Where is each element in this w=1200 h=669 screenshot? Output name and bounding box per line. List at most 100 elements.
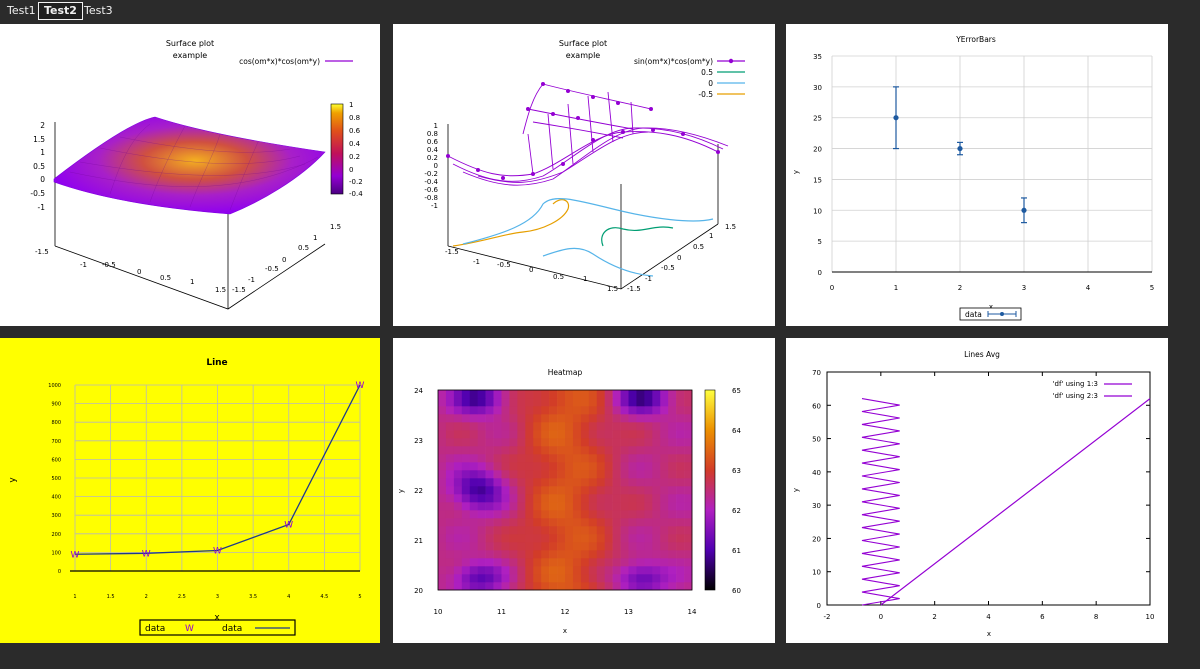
- heatmap-cell: [453, 494, 463, 503]
- heatmap-cell: [588, 406, 598, 415]
- y-tick: 1: [313, 234, 317, 242]
- heatmap-cell: [676, 510, 685, 519]
- heatmap-cell: [501, 454, 510, 463]
- heatmap-cell: [684, 574, 693, 583]
- heatmap-cell: [565, 470, 574, 479]
- x-tick: 1.5: [607, 285, 618, 293]
- heatmap-cell: [636, 542, 645, 551]
- heatmap-cell: [485, 462, 494, 471]
- heatmap-cell: [628, 486, 637, 495]
- heatmap-cell: [620, 398, 629, 407]
- heatmap-cell: [580, 510, 590, 519]
- heatmap-cell: [469, 526, 478, 535]
- heatmap-cell: [588, 422, 598, 431]
- heatmap-cell: [525, 422, 534, 431]
- heatmap-cell: [469, 518, 478, 527]
- heatmap-cell: [588, 582, 598, 591]
- tab-test3[interactable]: Test3: [84, 4, 113, 17]
- heatmap-cell: [580, 534, 590, 543]
- heatmap-cell: [438, 406, 447, 415]
- heatmap-cell: [501, 478, 510, 487]
- colorbar-ticks: 1 0.8 0.6 0.4 0.2 0 -0.2 -0.4: [349, 101, 363, 198]
- heatmap-cell: [620, 574, 629, 583]
- heatmap-cell: [684, 542, 693, 551]
- heatmap-cell: [572, 398, 582, 407]
- x-ticks: 0 1 2 3 4 5: [830, 284, 1154, 292]
- heatmap-cell: [612, 566, 621, 575]
- y-tick-label: 0: [58, 569, 61, 575]
- heatmap-cell: [652, 550, 661, 559]
- heatmap-cell: [612, 558, 621, 567]
- heatmap-cell: [549, 486, 558, 495]
- heatmap-cell: [517, 574, 526, 583]
- heatmap-cell: [668, 454, 677, 463]
- heatmap-cell: [493, 398, 502, 407]
- heatmap-cell: [509, 574, 518, 583]
- heatmap-cell: [533, 542, 542, 551]
- heatmap-cell: [565, 422, 574, 431]
- heatmap-cell: [676, 550, 685, 559]
- heatmap-cell: [565, 526, 574, 535]
- y-tick: -1: [645, 275, 652, 283]
- heatmap-cell: [565, 430, 574, 439]
- heatmap-cell: [445, 462, 455, 471]
- heatmap-cell: [438, 462, 447, 471]
- heatmap-cell: [557, 526, 566, 535]
- tab-test1[interactable]: Test1: [7, 4, 36, 17]
- chart-title: Lines Avg: [964, 350, 1000, 359]
- heatmap-cell: [501, 502, 510, 511]
- x-tick-label: 6: [1040, 613, 1045, 621]
- heatmap-cell: [588, 558, 598, 567]
- y-ticks: 0 5 10 15 20 25 30 35: [813, 53, 822, 277]
- heatmap-cell: [477, 446, 486, 455]
- heatmap-cell: [572, 558, 582, 567]
- y-ticks: 20 21 22 23 24: [414, 387, 423, 595]
- legend-marker: [1000, 312, 1004, 316]
- heatmap-cell: [549, 398, 558, 407]
- heatmap-cell: [493, 534, 502, 543]
- heatmap-cell: [549, 462, 558, 471]
- data-marker: W: [356, 381, 365, 391]
- heatmap-cell: [565, 478, 574, 487]
- heatmap-cell: [517, 390, 526, 399]
- heatmap-cell: [525, 574, 534, 583]
- heatmap-cell: [636, 494, 645, 503]
- heatmap-cell: [549, 582, 558, 591]
- heatmap-cell: [604, 574, 613, 583]
- heatmap-cell: [565, 486, 574, 495]
- heatmap-cell: [684, 438, 693, 447]
- heatmap-cell: [525, 390, 534, 399]
- surface-wireframe: [447, 83, 729, 186]
- heatmap-cell: [493, 414, 502, 423]
- heatmap-cell: [644, 422, 653, 431]
- heatmap-cell: [620, 550, 629, 559]
- heatmap-cell: [549, 414, 558, 423]
- heatmap-cell: [557, 574, 566, 583]
- heatmap-cell: [596, 510, 605, 519]
- heatmap-cell: [604, 462, 613, 471]
- heatmap-cell: [438, 398, 447, 407]
- heatmap-cell: [549, 550, 558, 559]
- heatmap-cell: [644, 582, 653, 591]
- heatmap-cell: [493, 470, 502, 479]
- base-axes: [54, 243, 326, 310]
- heatmap-cell: [485, 558, 494, 567]
- heatmap-cell: [580, 462, 590, 471]
- heatmap-cell: [580, 526, 590, 535]
- heatmap-cell: [477, 454, 486, 463]
- heatmap-cell: [668, 526, 677, 535]
- heatmap-cell: [557, 566, 566, 575]
- heatmap-cell: [453, 582, 463, 591]
- heatmap-cell: [509, 534, 518, 543]
- grid: [831, 55, 1153, 273]
- heatmap-cell: [668, 518, 677, 527]
- y-tick-label: 500: [51, 476, 61, 482]
- heatmap-cell: [604, 558, 613, 567]
- heatmap-cell: [612, 414, 621, 423]
- tab-test2[interactable]: Test2: [38, 2, 83, 20]
- y-tick-label: 30: [812, 502, 821, 510]
- heatmap-cell: [541, 390, 550, 399]
- heatmap-cell: [541, 558, 550, 567]
- heatmap-cell: [501, 486, 510, 495]
- heatmap-cell: [557, 398, 566, 407]
